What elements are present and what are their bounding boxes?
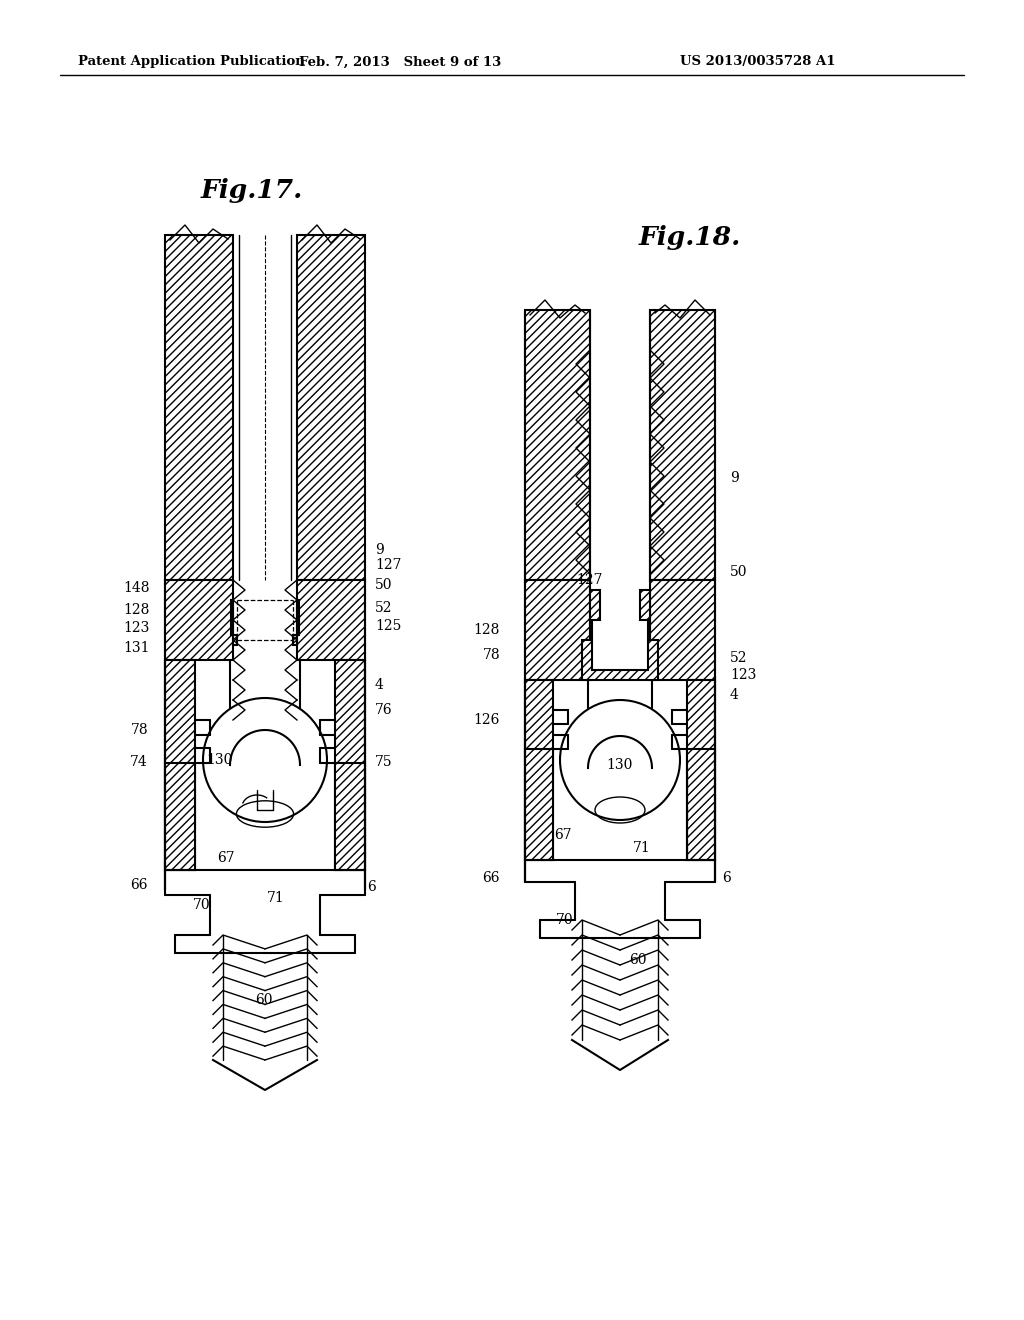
Text: 71: 71 [633, 841, 651, 855]
Bar [687, 680, 715, 861]
Text: 66: 66 [482, 871, 500, 884]
Bar [525, 579, 590, 680]
Text: 60: 60 [630, 953, 647, 968]
Text: 128: 128 [124, 603, 150, 616]
Text: 130: 130 [207, 752, 233, 767]
Text: 4: 4 [375, 678, 384, 692]
Bar [687, 748, 715, 861]
Polygon shape [582, 590, 658, 680]
Bar [165, 660, 195, 870]
Bar [297, 235, 365, 579]
Text: 67: 67 [217, 851, 234, 865]
Text: 74: 74 [130, 755, 148, 770]
Text: 9: 9 [730, 471, 738, 484]
Bar [297, 579, 365, 660]
Bar [165, 579, 233, 660]
Bar [165, 763, 195, 870]
Text: 75: 75 [375, 755, 392, 770]
Text: 78: 78 [130, 723, 148, 737]
Bar [335, 660, 365, 870]
Text: 6: 6 [367, 880, 376, 894]
Text: Feb. 7, 2013   Sheet 9 of 13: Feb. 7, 2013 Sheet 9 of 13 [299, 55, 501, 69]
Text: Fig.17.: Fig.17. [201, 178, 303, 203]
Text: 6: 6 [722, 871, 731, 884]
Text: 70: 70 [556, 913, 573, 927]
Polygon shape [293, 601, 299, 645]
Text: 67: 67 [554, 828, 571, 842]
Text: 9: 9 [375, 543, 384, 557]
Text: Fig.18.: Fig.18. [639, 224, 741, 249]
Bar [165, 579, 233, 660]
Bar [165, 235, 233, 579]
Bar [297, 579, 365, 660]
Text: US 2013/0035728 A1: US 2013/0035728 A1 [680, 55, 836, 69]
Text: 123: 123 [730, 668, 757, 682]
Text: 60: 60 [255, 993, 272, 1007]
Bar [650, 310, 715, 579]
Text: 131: 131 [124, 642, 150, 655]
Bar [335, 763, 365, 870]
Text: 50: 50 [375, 578, 392, 591]
Text: 126: 126 [474, 713, 500, 727]
Bar [335, 763, 365, 870]
Text: 52: 52 [730, 651, 748, 665]
Text: 127: 127 [577, 573, 603, 587]
Text: 4: 4 [730, 688, 739, 702]
Text: 128: 128 [474, 623, 500, 638]
Text: 130: 130 [607, 758, 633, 772]
Bar [650, 310, 715, 579]
Text: 52: 52 [375, 601, 392, 615]
Text: 123: 123 [124, 620, 150, 635]
Bar [525, 310, 590, 579]
Text: 78: 78 [482, 648, 500, 663]
Text: 125: 125 [375, 619, 401, 634]
Polygon shape [231, 601, 237, 645]
Bar [687, 680, 715, 861]
Bar [335, 660, 365, 870]
Text: 71: 71 [267, 891, 285, 906]
Bar [650, 579, 715, 680]
Text: 70: 70 [194, 898, 211, 912]
Bar [687, 748, 715, 861]
Bar [525, 579, 590, 680]
Text: Patent Application Publication: Patent Application Publication [78, 55, 305, 69]
Bar [525, 748, 553, 861]
Bar [297, 235, 365, 579]
Text: 66: 66 [130, 878, 148, 892]
Text: 148: 148 [124, 581, 150, 595]
Bar [165, 235, 233, 579]
Bar [650, 579, 715, 680]
Bar [525, 680, 553, 861]
Text: 76: 76 [375, 704, 392, 717]
Bar [525, 310, 590, 579]
Bar [165, 660, 195, 870]
Text: 127: 127 [375, 558, 401, 572]
Bar [165, 763, 195, 870]
Bar [525, 680, 553, 861]
Text: 50: 50 [730, 565, 748, 579]
Bar [525, 748, 553, 861]
